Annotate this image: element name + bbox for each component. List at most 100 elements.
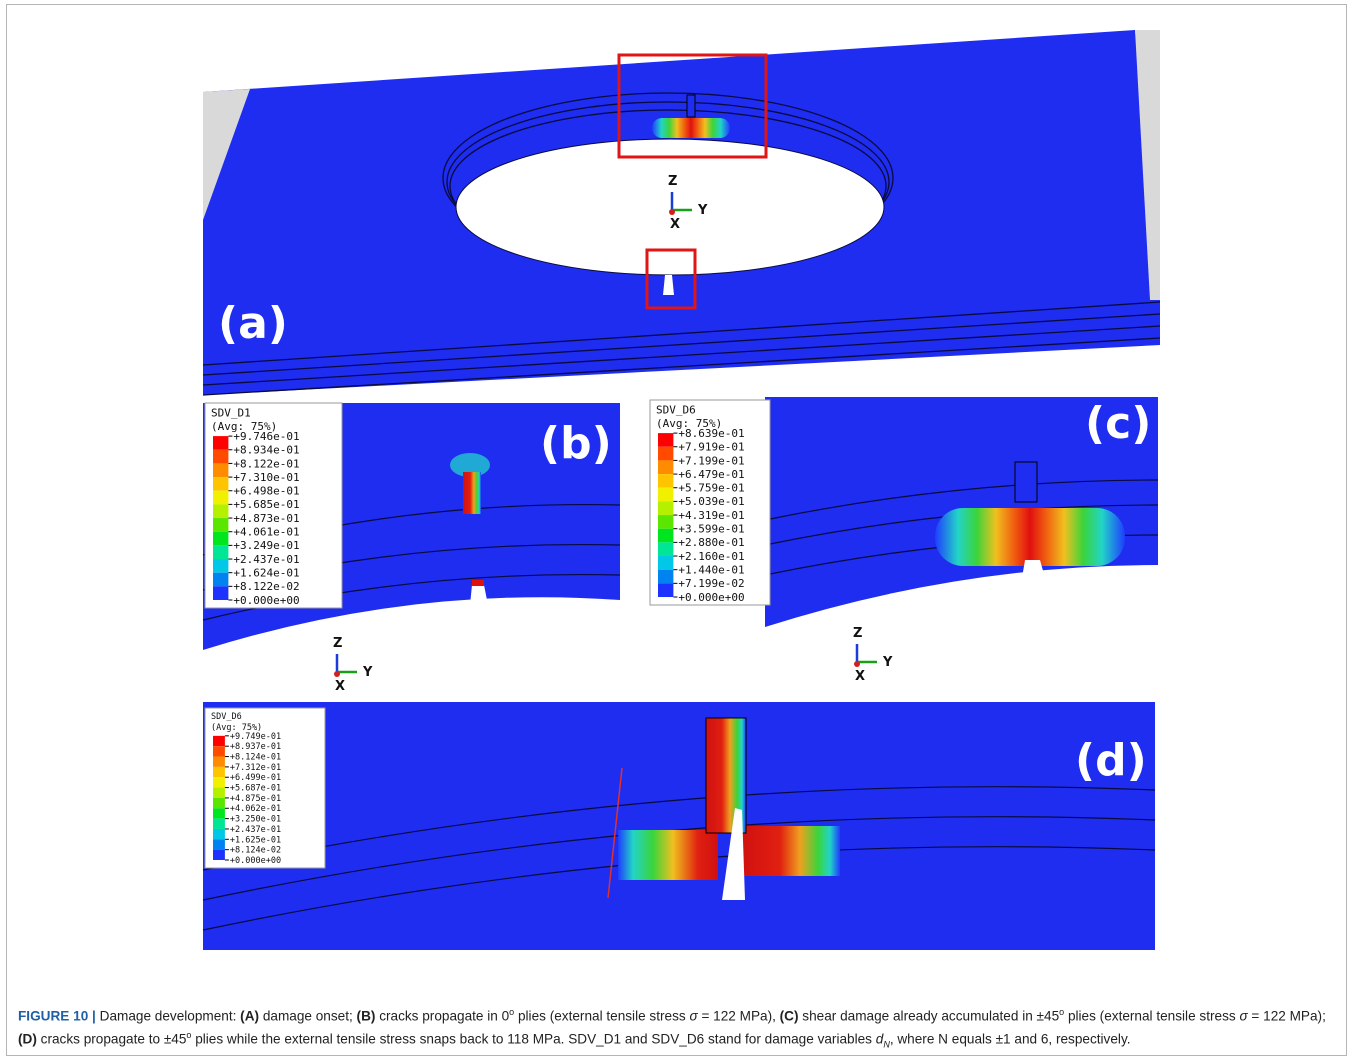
color-band <box>658 433 673 447</box>
legend-value: +2.437e-01 <box>230 825 281 835</box>
plate <box>203 702 1155 950</box>
legend-value: +0.000e+00 <box>678 591 744 604</box>
color-band <box>658 542 673 556</box>
legend-value: +5.759e-01 <box>678 482 744 495</box>
caption-text: plies while the external tensile stress … <box>191 1031 875 1046</box>
color-band <box>213 757 225 767</box>
color-band <box>658 515 673 529</box>
caption-text: Damage development: <box>96 1009 240 1024</box>
color-band <box>213 532 228 546</box>
color-band <box>213 746 225 756</box>
color-band <box>213 788 225 798</box>
legend-value: +8.124e-02 <box>230 846 281 856</box>
color-band <box>213 518 228 532</box>
color-band <box>213 573 228 587</box>
legend: SDV_D6(Avg: 75%)+8.639e-01+7.919e-01+7.1… <box>650 400 770 605</box>
legend-value: +8.124e-01 <box>230 753 281 763</box>
panel-label: (b) <box>540 418 612 469</box>
color-band <box>213 504 228 518</box>
color-band <box>213 736 225 746</box>
caption-text: (D) <box>18 1031 37 1046</box>
legend-value: +7.199e-01 <box>678 454 744 467</box>
damage-zone <box>652 118 730 138</box>
color-band <box>213 491 228 505</box>
legend-value: +2.160e-01 <box>678 550 744 563</box>
color-band <box>658 474 673 488</box>
legend-value: +7.312e-01 <box>230 763 281 773</box>
color-band <box>213 477 228 491</box>
figure: (a) (b) (c) <box>0 0 1355 1000</box>
color-band <box>658 556 673 570</box>
color-band <box>213 819 225 829</box>
legend-value: +5.039e-01 <box>678 495 744 508</box>
color-band <box>213 798 225 808</box>
caption-text: shear damage already accumulated in ±45 <box>799 1009 1060 1024</box>
legend-value: +3.250e-01 <box>230 815 281 825</box>
color-band <box>213 463 228 477</box>
legend-value: +4.062e-01 <box>230 804 281 814</box>
color-band <box>213 436 228 450</box>
axis-origin <box>669 209 675 215</box>
legend-value: +6.499e-01 <box>230 773 281 783</box>
legend-value: +7.199e-02 <box>678 577 744 590</box>
legend-value: +8.122e-02 <box>233 580 299 593</box>
color-band <box>213 586 228 600</box>
color-band <box>213 777 225 787</box>
caption-text: σ <box>689 1009 697 1024</box>
hole <box>456 139 884 275</box>
legend-value: +4.061e-01 <box>233 526 299 539</box>
axis-label: Z <box>853 626 862 641</box>
legend-value: +4.875e-01 <box>230 794 281 804</box>
legend-value: +7.310e-01 <box>233 471 299 484</box>
color-band <box>658 570 673 584</box>
axis-label: Y <box>882 655 893 670</box>
axis-label: X <box>855 669 865 684</box>
caption-text: plies (external tensile stress <box>1064 1009 1239 1024</box>
axis-triad: Z Y X <box>853 626 893 684</box>
legend-value: +1.624e-01 <box>233 567 299 580</box>
axis-label: Z <box>668 174 677 189</box>
legend-value: +3.249e-01 <box>233 539 299 552</box>
caption-text: FIGURE 10 | <box>18 1009 96 1024</box>
color-band <box>658 488 673 502</box>
legend-value: +3.599e-01 <box>678 523 744 536</box>
caption-text: , where N equals ±1 and 6, respectively. <box>890 1031 1131 1046</box>
axis-origin <box>854 661 860 667</box>
color-band <box>213 559 228 573</box>
legend-value: +8.639e-01 <box>678 427 744 440</box>
caption-text: (B) <box>357 1009 376 1024</box>
legend-value: +5.687e-01 <box>230 784 281 794</box>
caption-text: damage onset; <box>259 1009 357 1024</box>
legend-value: +9.749e-01 <box>230 732 281 742</box>
legend-value: +5.685e-01 <box>233 498 299 511</box>
color-band <box>213 839 225 849</box>
panel-label: (a) <box>218 298 288 349</box>
axis-label: Y <box>697 203 708 218</box>
legend-title: SDV_D6 <box>211 712 242 722</box>
legend-value: +6.479e-01 <box>678 468 744 481</box>
legend-value: +6.498e-01 <box>233 485 299 498</box>
damage-zone <box>618 830 718 880</box>
legend-value: +8.122e-01 <box>233 457 299 470</box>
axis-label: X <box>670 217 680 232</box>
color-band <box>658 501 673 515</box>
caption-text: cracks propagate to ±45 <box>37 1031 187 1046</box>
caption-text: (A) <box>240 1009 259 1024</box>
legend-value: +0.000e+00 <box>233 594 299 607</box>
caption-text: σ <box>1239 1009 1247 1024</box>
color-band <box>213 829 225 839</box>
panel-c: (c) <box>765 397 1158 627</box>
axis-origin <box>334 671 340 677</box>
legend-value: +8.937e-01 <box>230 742 281 752</box>
legend-value: +9.746e-01 <box>233 430 299 443</box>
caption-text: plies (external tensile stress <box>514 1009 689 1024</box>
legend-value: +2.437e-01 <box>233 553 299 566</box>
legend-value: +4.319e-01 <box>678 509 744 522</box>
color-band <box>213 545 228 559</box>
color-band <box>658 447 673 461</box>
legend-value: +2.880e-01 <box>678 536 744 549</box>
axis-label: X <box>335 679 345 694</box>
crack <box>687 95 695 117</box>
panel-label: (c) <box>1085 398 1151 449</box>
legend-value: +4.873e-01 <box>233 512 299 525</box>
